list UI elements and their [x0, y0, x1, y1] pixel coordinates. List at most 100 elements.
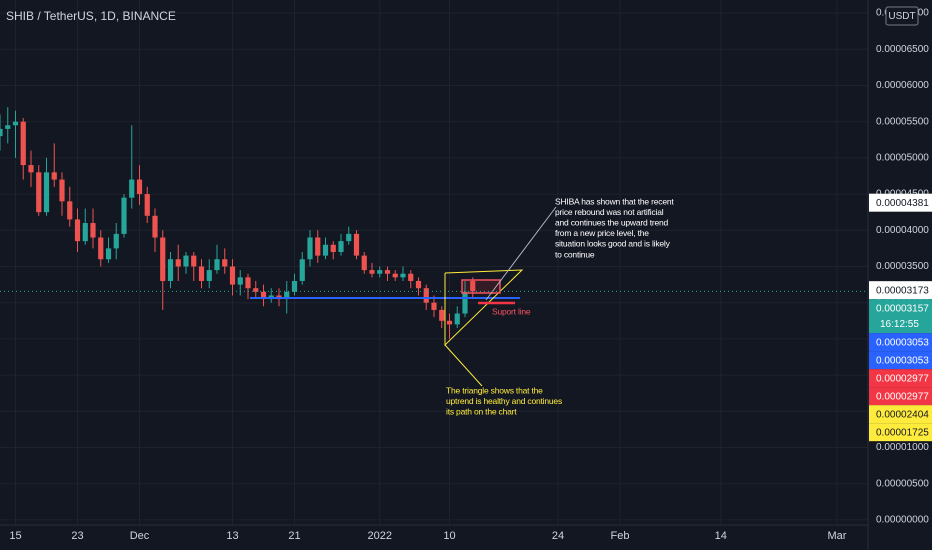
- candle-body: [198, 266, 205, 281]
- candle-body: [361, 255, 367, 271]
- candle-body: [12, 121, 19, 126]
- y-tick-label: 0.00001000: [876, 442, 929, 453]
- candle-body: [431, 302, 437, 310]
- x-tick-label: Dec: [130, 530, 150, 542]
- price-label-box: [869, 405, 932, 424]
- triangle-note: The triangle shows that the: [446, 385, 543, 395]
- y-tick-label: 0.00005500: [876, 116, 929, 127]
- currency[interactable]: USDT: [888, 11, 915, 22]
- candle-body: [400, 273, 406, 278]
- price-label: 0.00004381: [876, 198, 929, 209]
- price-label: 0.00003053: [876, 355, 929, 366]
- price-label-box: [869, 193, 932, 212]
- y-tick-label: 0.00003500: [876, 261, 929, 272]
- candle-body: [377, 270, 383, 274]
- triangle-note: its path on the chart: [446, 406, 517, 416]
- candle-body: [67, 201, 73, 220]
- forecast-note: and continues the upward trend: [555, 217, 669, 227]
- candle-body: [51, 172, 57, 180]
- candle-body: [206, 270, 212, 281]
- x-tick-label: Feb: [611, 530, 630, 542]
- candle-body: [160, 237, 166, 281]
- candle-body: [175, 259, 181, 267]
- price-label-box: [869, 351, 932, 370]
- price-label-box: [869, 387, 932, 406]
- candle-body: [423, 288, 429, 303]
- forecast-note: from a new price level, the: [555, 228, 649, 238]
- candle-body: [43, 172, 50, 213]
- chart-title: SHIB / TetherUS, 1D, BINANCE: [6, 9, 176, 23]
- candle-body: [36, 172, 42, 213]
- candle-body: [446, 320, 453, 325]
- candle-body: [5, 125, 11, 129]
- price-label: 0.00003157: [876, 303, 929, 314]
- price-label-box: [869, 281, 932, 300]
- candle-body: [454, 313, 460, 325]
- candle-body: [214, 259, 220, 271]
- candle-body: [284, 291, 290, 300]
- price-label-box: [869, 333, 932, 352]
- x-tick-label: 15: [9, 530, 21, 542]
- triangle-note: uptrend is healthy and continues: [446, 396, 562, 406]
- candle-body: [307, 237, 313, 260]
- candle-body: [470, 280, 476, 292]
- candle-body: [121, 197, 127, 234]
- candle-body: [144, 194, 150, 216]
- y-tick-label: 0.00004000: [876, 225, 929, 236]
- price-label: 0.00002404: [876, 409, 929, 420]
- x-tick-label: 13: [226, 530, 238, 542]
- candle-body: [113, 233, 119, 249]
- x-tick-label: 10: [443, 530, 455, 542]
- x-tick-label: 2022: [368, 530, 392, 542]
- support-note: Suport line: [492, 306, 531, 316]
- price-label: 0.00003173: [876, 285, 929, 296]
- candle-body: [369, 270, 375, 274]
- drawings: [250, 206, 557, 387]
- candle-body: [20, 121, 26, 166]
- candle-body: [291, 280, 298, 292]
- x-tick-label: 14: [715, 530, 727, 542]
- forecast-note: SHIBA has shown that the recent: [555, 196, 674, 206]
- candle-body: [90, 223, 96, 238]
- candle-body: [245, 277, 251, 289]
- candle-body: [74, 219, 81, 242]
- y-tick-label: 0.00000500: [876, 478, 929, 489]
- x-tick-label: Mar: [828, 530, 847, 542]
- price-label-box: [869, 423, 932, 442]
- y-tick-label: 0.00006500: [876, 44, 929, 55]
- x-tick-label: 24: [552, 530, 564, 542]
- candle-body: [353, 233, 360, 256]
- candle-body: [222, 259, 228, 267]
- candle-body: [191, 255, 197, 267]
- y-tick-label: 0.00005000: [876, 153, 929, 164]
- triangle-callout: [444, 344, 483, 387]
- candle-body: [322, 244, 329, 256]
- candle-body: [28, 165, 34, 173]
- price-label: 0.00002977: [876, 391, 929, 402]
- candle-body: [98, 237, 104, 260]
- price-label: 0.00002977: [876, 373, 929, 384]
- candle-body: [338, 241, 344, 252]
- price-label: 0.00001725: [876, 427, 929, 438]
- candle-body: [384, 270, 391, 274]
- grid: [0, 0, 868, 525]
- candle-body: [136, 179, 143, 195]
- forecast-note: to continue: [555, 249, 595, 259]
- y-tick-label: 0.00006000: [876, 80, 929, 91]
- candle-body: [82, 223, 88, 242]
- candle-body: [299, 259, 305, 281]
- price-label-box: [869, 299, 932, 334]
- forecast-callout: [485, 206, 557, 301]
- candle-body: [346, 233, 352, 242]
- candle-body: [253, 288, 259, 292]
- x-tick-label: 21: [288, 530, 300, 542]
- y-tick-label: 0.00000000: [876, 515, 929, 526]
- currency-box[interactable]: [885, 6, 919, 26]
- candle-body: [415, 280, 422, 289]
- candle-body: [392, 273, 398, 278]
- candle-body: [315, 237, 321, 256]
- price-label-timer: 16:12:55: [880, 319, 919, 330]
